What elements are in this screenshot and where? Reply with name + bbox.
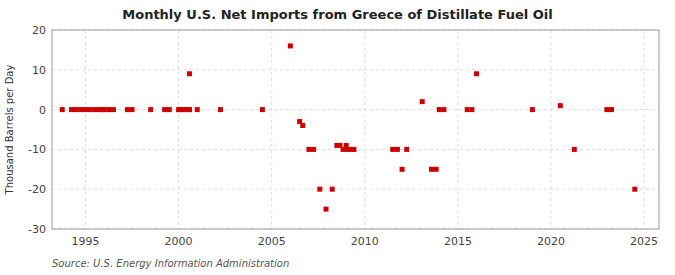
data-point (469, 107, 474, 112)
data-point (306, 147, 311, 152)
x-grid-line (457, 30, 458, 229)
data-point (474, 71, 479, 76)
x-grid-line (85, 30, 86, 229)
x-tick-label: 2015 (444, 235, 472, 248)
data-point (404, 147, 409, 152)
plot-area (52, 30, 659, 229)
data-point (130, 107, 135, 112)
data-point (300, 123, 305, 128)
data-point (74, 107, 79, 112)
x-grid-line (178, 30, 179, 229)
y-axis-label: Thousand Barrels per Day (4, 65, 15, 196)
data-point (288, 43, 293, 48)
data-point (609, 107, 614, 112)
data-point (102, 107, 107, 112)
data-point (437, 107, 442, 112)
y-grid-line (52, 109, 659, 110)
points (60, 43, 638, 211)
x-tick-label: 2010 (351, 235, 379, 248)
y-tick-label: 20 (32, 24, 46, 37)
y-tick-label: -20 (28, 183, 46, 196)
data-point (83, 107, 88, 112)
y-grid-line (52, 189, 659, 190)
data-point (395, 147, 400, 152)
data-point (390, 147, 395, 152)
data-point (317, 187, 322, 192)
data-point (324, 207, 329, 212)
chart: -30 -20 -10 0 10 20 1995 2000 2005 2010 2015 2020 20… (0, 0, 675, 275)
x-grid-line (644, 30, 645, 229)
data-point (125, 107, 130, 112)
data-point (162, 107, 167, 112)
x-tick-label: 2000 (165, 235, 193, 248)
data-point (530, 107, 535, 112)
y-tick-label: -30 (28, 223, 46, 236)
x-grid-line (551, 30, 552, 229)
data-point (69, 107, 74, 112)
x-tick-label: 2005 (258, 235, 286, 248)
data-point (429, 167, 434, 172)
data-point (465, 107, 470, 112)
y-grid-line (52, 69, 659, 70)
data-point (558, 103, 563, 108)
source-note: Source: U.S. Energy Information Administ… (52, 258, 289, 269)
data-point (106, 107, 111, 112)
data-point (167, 107, 172, 112)
data-point (78, 107, 83, 112)
data-point (88, 107, 93, 112)
data-point (434, 167, 439, 172)
data-point (311, 147, 316, 152)
data-point (441, 107, 446, 112)
x-grid-line (364, 30, 365, 229)
y-tick-label: 10 (32, 64, 46, 77)
x-tick-label: 1995 (72, 235, 100, 248)
data-point (572, 147, 577, 152)
data-point (187, 71, 192, 76)
data-point (187, 107, 192, 112)
x-tick-label: 2025 (630, 235, 658, 248)
data-point (60, 107, 65, 112)
data-point (330, 187, 335, 192)
data-point (195, 107, 200, 112)
y-tick-label: 0 (39, 104, 46, 117)
title: Monthly U.S. Net Imports from Greece of … (122, 7, 552, 22)
y-tick-label: -10 (28, 143, 46, 156)
plot-frame (52, 30, 659, 229)
data-point (351, 147, 356, 152)
data-point (148, 107, 153, 112)
data-point (604, 107, 609, 112)
data-point (400, 167, 405, 172)
data-point (111, 107, 116, 112)
x-tick-label: 2020 (537, 235, 565, 248)
tick-labels: -30 -20 -10 0 10 20 1995 2000 2005 2010 2015 2020 20… (28, 24, 658, 248)
data-point (218, 107, 223, 112)
data-point (92, 107, 97, 112)
data-point (420, 99, 425, 104)
data-point (260, 107, 265, 112)
chart-container: -30 -20 -10 0 10 20 1995 2000 2005 2010 2015 2020 20… (0, 0, 675, 275)
grid (52, 30, 659, 229)
data-point (632, 187, 637, 192)
x-grid-line (271, 30, 272, 229)
